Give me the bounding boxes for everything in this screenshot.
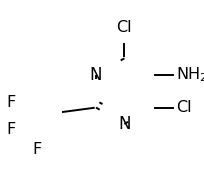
Text: F: F: [7, 95, 16, 110]
Text: N: N: [90, 66, 102, 84]
Text: NH$_2$: NH$_2$: [176, 65, 204, 83]
Text: Cl: Cl: [116, 20, 132, 35]
Text: N: N: [118, 115, 131, 133]
Text: Cl: Cl: [176, 100, 192, 115]
Text: F: F: [32, 142, 41, 157]
Text: F: F: [7, 122, 16, 137]
